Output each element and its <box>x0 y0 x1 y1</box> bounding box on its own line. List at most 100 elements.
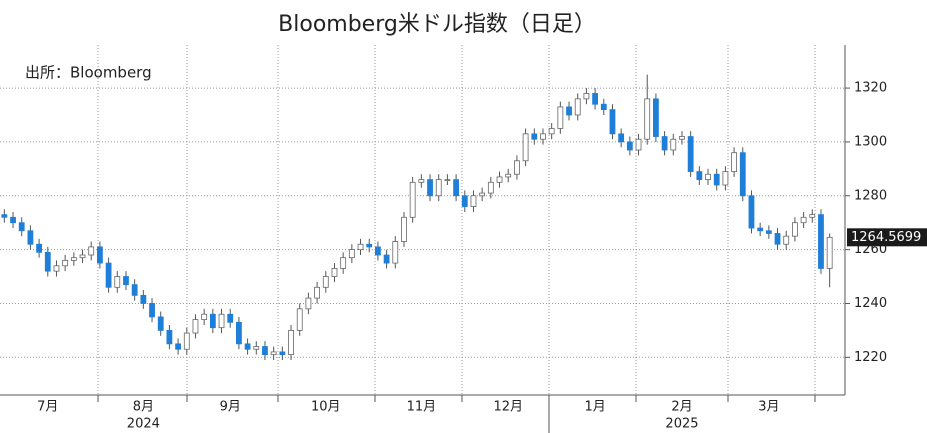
candle-body <box>209 313 216 329</box>
candle-body <box>818 214 824 269</box>
candle-body <box>487 181 494 194</box>
x-tick-label: 10月 <box>311 400 341 415</box>
candle-body <box>583 93 590 100</box>
chart-title: Bloomberg米ドル指数（日足） <box>278 12 596 37</box>
candle-body <box>713 173 720 186</box>
candle-body <box>62 259 69 267</box>
candle-body <box>609 109 616 135</box>
x-tick-label: 2月 <box>671 400 692 415</box>
candle-body <box>592 93 598 105</box>
candle-body <box>401 216 407 242</box>
y-tick-label: 1300 <box>854 134 887 149</box>
candle-body <box>635 138 642 151</box>
candle-body <box>183 332 190 350</box>
candle-body <box>357 243 364 251</box>
y-tick-label: 1320 <box>854 81 887 96</box>
candle-body <box>70 257 77 261</box>
candle-body <box>566 106 572 116</box>
candle-body <box>322 276 329 288</box>
candle-body <box>218 313 225 329</box>
candle-body <box>765 230 772 234</box>
candle-body <box>679 136 685 140</box>
candle-body <box>540 133 546 140</box>
candle-body <box>314 286 320 299</box>
candle-body <box>783 235 790 245</box>
x-tick-label: 11月 <box>407 400 437 415</box>
candle-body <box>670 138 677 151</box>
candle-body <box>522 133 529 162</box>
last-value-label: 1264.5699 <box>851 230 921 245</box>
candle-body <box>444 179 451 182</box>
candle-body <box>757 227 764 232</box>
candle-body <box>548 128 555 135</box>
candle-body <box>236 321 242 345</box>
candle-body <box>653 98 659 137</box>
candle-body <box>557 106 564 129</box>
candle-body <box>644 98 651 140</box>
candle-body <box>166 329 173 345</box>
candle-body <box>574 98 581 116</box>
x-tick-label: 3月 <box>758 400 779 415</box>
candle-body <box>123 276 129 286</box>
candle-body <box>748 195 755 229</box>
candle-body <box>461 195 468 207</box>
candle-body <box>270 351 277 356</box>
candle-body <box>392 241 399 264</box>
x-tick-label: 1月 <box>584 400 605 415</box>
candle-body <box>131 284 138 296</box>
x-tick-label: 9月 <box>220 400 241 415</box>
candle-body <box>826 236 833 269</box>
candle-body <box>600 103 607 111</box>
candle-body <box>227 313 234 323</box>
y-tick-label: 1280 <box>854 188 887 203</box>
candle-body <box>496 176 503 183</box>
candle-body <box>427 179 433 197</box>
month-dividers <box>97 45 816 433</box>
candle-body <box>505 173 512 178</box>
candle-body <box>18 222 25 232</box>
candle-body <box>531 133 538 140</box>
candle-body <box>262 346 268 356</box>
candle-body <box>514 160 520 175</box>
candle-body <box>687 136 694 172</box>
candle-body <box>453 179 459 197</box>
candle-body <box>340 257 347 269</box>
x-tick-label: 7月 <box>37 400 58 415</box>
candle-body <box>157 316 164 331</box>
candle-body <box>792 222 798 237</box>
candle-body <box>279 351 286 356</box>
candle-body <box>331 268 338 277</box>
candle-body <box>1 214 8 218</box>
candle-body <box>375 246 381 256</box>
candle-body <box>618 133 625 143</box>
candle-body <box>470 195 477 207</box>
source-note: 出所：Bloomberg <box>25 64 152 82</box>
candle-body <box>383 254 390 264</box>
candle-body <box>418 179 425 183</box>
candle-body <box>288 329 294 356</box>
candle-body <box>479 192 486 197</box>
candle-body <box>305 297 312 310</box>
candle-body <box>296 308 303 331</box>
candle-body <box>114 276 121 288</box>
candle-body <box>774 233 781 245</box>
candle-body <box>97 246 103 264</box>
candle-body <box>705 173 711 181</box>
candle-body <box>10 216 16 224</box>
candle-body <box>79 254 86 259</box>
candle-body <box>435 179 442 197</box>
y-tick-label: 1240 <box>854 296 887 311</box>
candle-body <box>244 343 251 350</box>
y-tick-label: 1220 <box>854 350 887 365</box>
candle-body <box>348 249 355 259</box>
last-value-box <box>847 228 927 247</box>
candle-body <box>626 141 633 151</box>
candle-body <box>739 152 746 197</box>
candle-body <box>696 171 703 181</box>
candle-body <box>175 343 181 350</box>
candle-body <box>253 346 260 350</box>
x-tick-label: 8月 <box>133 400 154 415</box>
candle-body <box>44 251 51 272</box>
candle-body <box>53 265 60 272</box>
